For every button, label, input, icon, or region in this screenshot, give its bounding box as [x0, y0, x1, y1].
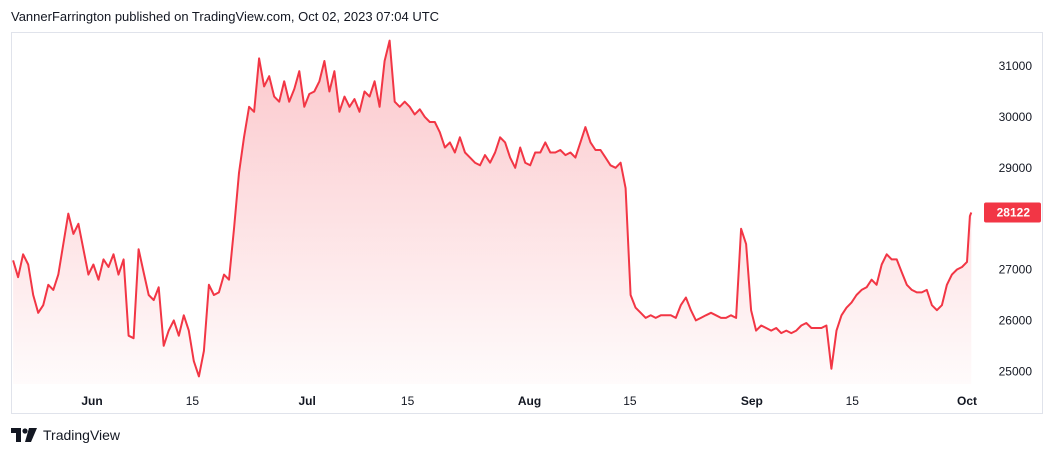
last-price-background	[984, 202, 1041, 223]
x-tick-label: Oct	[957, 394, 977, 408]
tradingview-logo-icon[interactable]	[11, 428, 37, 442]
x-axis: Jun 15 Jul 15 Aug 15 Sep 15 Oct	[81, 394, 977, 408]
x-tick-label: 15	[186, 394, 200, 408]
last-price-label: 28122	[997, 205, 1031, 219]
footer: TradingView	[11, 427, 120, 443]
y-tick-label: 31000	[999, 59, 1033, 73]
x-tick-label: 15	[846, 394, 860, 408]
y-axis: 25000260002700028000290003000031000	[999, 59, 1033, 378]
x-tick-label: 15	[401, 394, 415, 408]
last-price-badge: 28122	[984, 202, 1041, 223]
y-tick-label: 30000	[999, 110, 1033, 124]
y-tick-label: 27000	[999, 263, 1033, 277]
y-tick-label: 25000	[999, 364, 1033, 378]
footer-brand[interactable]: TradingView	[43, 427, 121, 443]
chart-frame	[11, 32, 1043, 414]
y-tick-label: 26000	[999, 313, 1033, 327]
x-tick-label: Aug	[518, 394, 541, 408]
x-tick-label: Jun	[81, 394, 102, 408]
y-tick-label: 29000	[999, 161, 1033, 175]
x-tick-label: Jul	[298, 394, 315, 408]
x-tick-label: Sep	[741, 394, 763, 408]
publication-header: VannerFarrington published on TradingVie…	[11, 9, 440, 24]
price-area	[13, 40, 972, 384]
price-line	[12, 39, 973, 378]
x-tick-label: 15	[623, 394, 637, 408]
